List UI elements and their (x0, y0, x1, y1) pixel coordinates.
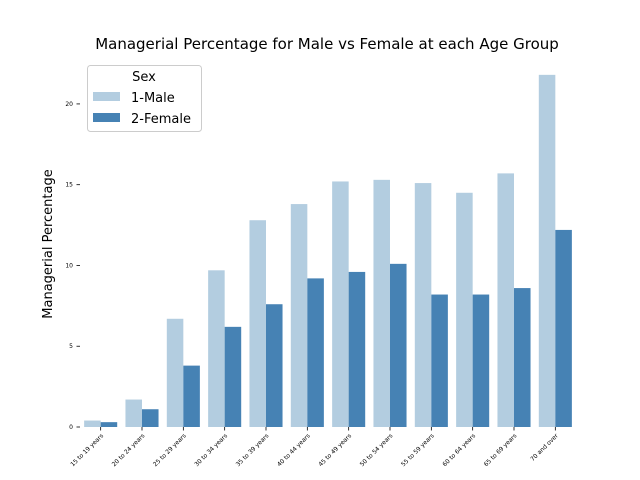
bar-male (456, 192, 473, 427)
x-tick-label: 30 to 34 years (193, 432, 229, 468)
bar-male (208, 270, 225, 427)
bar-male (332, 181, 349, 427)
chart-title: Managerial Percentage for Male vs Female… (95, 35, 559, 53)
legend-swatch-female (93, 113, 120, 122)
y-tick-label: 5 (69, 343, 73, 350)
x-tick-label: 25 to 29 years (152, 432, 188, 468)
x-tick-label: 60 to 64 years (441, 432, 477, 468)
y-tick-label: 10 (65, 262, 73, 269)
x-tick-label: 35 to 39 years (235, 432, 271, 468)
bar-male (414, 183, 432, 427)
legend-swatch-male (93, 92, 120, 101)
bar-male (125, 399, 142, 427)
bar-female (555, 229, 572, 427)
x-tick-label: 45 to 49 years (317, 432, 353, 468)
bar-female (307, 278, 324, 427)
x-tick-label: 15 to 19 years (69, 432, 105, 468)
x-tick-label: 65 to 69 years (483, 432, 519, 468)
bar-female (390, 263, 407, 427)
bar-female (472, 294, 490, 427)
x-tick-label: 55 to 59 years (400, 432, 436, 468)
bar-female (348, 271, 366, 427)
bar-female (183, 365, 200, 427)
x-tick-label: 40 to 44 years (276, 432, 312, 468)
bar-male (373, 179, 390, 427)
bar-male (290, 204, 308, 427)
bar-female (224, 326, 242, 427)
bar-female (514, 288, 531, 427)
legend: Sex 1-Male 2-Female (87, 65, 202, 132)
y-axis-label: Managerial Percentage (41, 169, 56, 318)
bar-female (142, 409, 159, 427)
legend-title: Sex (132, 70, 156, 85)
bars-group (84, 74, 572, 427)
y-tick-label: 15 (65, 182, 73, 189)
bar-female (266, 304, 283, 427)
legend-label-male: 1-Male (131, 91, 175, 106)
x-axis: 15 to 19 years 20 to 24 years 25 to 29 yea… (69, 427, 560, 468)
bar-male (497, 173, 514, 427)
y-axis: 0 5 10 15 20 (65, 101, 80, 431)
bar-male (249, 220, 266, 427)
x-tick-label: 70 and over (529, 432, 560, 463)
y-tick-label: 0 (69, 424, 73, 431)
bar-male (166, 318, 184, 427)
x-tick-label: 50 to 54 years (359, 432, 395, 468)
bar-male (84, 420, 101, 427)
bar-female (100, 422, 118, 427)
bar-female (431, 294, 448, 427)
bar-male (538, 74, 556, 427)
legend-label-female: 2-Female (131, 112, 191, 127)
x-tick-label: 20 to 24 years (111, 432, 147, 468)
y-tick-label: 20 (65, 101, 73, 108)
